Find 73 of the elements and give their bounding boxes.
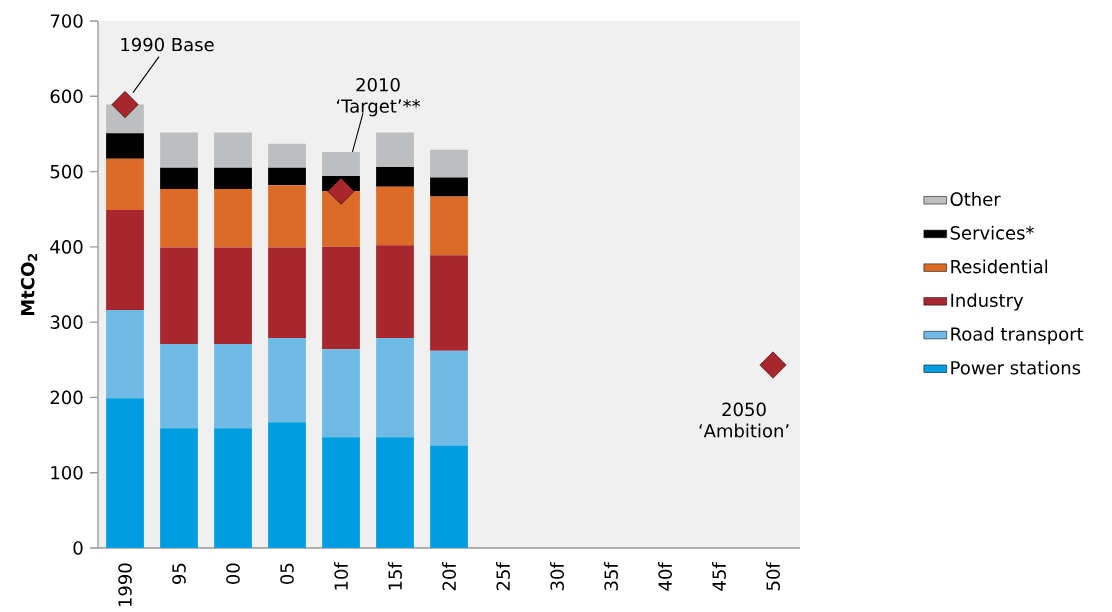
bar [322, 437, 360, 548]
annotation: 2050 ‘Ambition’ [699, 402, 789, 438]
bar [322, 152, 360, 177]
bar [160, 167, 198, 189]
bar [268, 422, 306, 548]
bar [268, 185, 306, 248]
bar [430, 149, 468, 178]
y-tick-label: 500 [50, 164, 83, 179]
y-axis-title: MtCO$_{2}$ [20, 254, 38, 316]
legend-label: Other [950, 192, 1001, 206]
x-tick-label: 05 [280, 563, 294, 584]
bar [106, 133, 144, 159]
bar [106, 310, 144, 399]
bar [322, 349, 360, 438]
bar [430, 177, 468, 197]
bar [214, 167, 252, 189]
x-tick-label: 45f [712, 561, 726, 591]
bar [268, 143, 306, 168]
bar [160, 247, 198, 344]
x-tick-label: 1990 [118, 563, 132, 607]
bar [322, 246, 360, 350]
y-tick-label: 300 [50, 315, 83, 329]
annotation: 2010 ‘Target’** [336, 77, 421, 117]
x-tick-label: 00 [226, 563, 240, 584]
bar [268, 337, 306, 423]
x-tick-label: 35f [604, 561, 618, 591]
bar [160, 188, 198, 248]
x-tick-label: 50f [766, 561, 780, 591]
bar [106, 209, 144, 311]
bar [322, 191, 360, 247]
bar [106, 158, 144, 210]
bar [430, 445, 468, 548]
point [759, 351, 787, 379]
x-tick-label: 95 [172, 563, 186, 585]
y-tick-label: 200 [50, 390, 83, 405]
x-tick-label: 20f [442, 561, 456, 591]
bar [214, 343, 252, 429]
bar [376, 245, 414, 338]
bar [268, 167, 306, 186]
x-tick-label: 30f [550, 561, 564, 591]
legend-label: Road transport [951, 326, 1084, 345]
legend-label: Residential [951, 259, 1048, 274]
y-tick-label: 0 [73, 541, 83, 555]
bar [214, 428, 252, 548]
x-tick-label: 15f [388, 561, 402, 590]
bar [214, 132, 252, 168]
legend-label: Power stations [951, 360, 1081, 375]
bar [268, 247, 306, 338]
bar [430, 196, 468, 256]
bar [376, 437, 414, 548]
y-tick-label: 400 [50, 240, 83, 254]
bar [376, 167, 414, 187]
y-tick-label: 700 [50, 14, 83, 28]
y-tick-label: 100 [51, 465, 83, 480]
bar [376, 132, 414, 168]
y-tick-label: 600 [50, 89, 83, 104]
bar [160, 428, 198, 548]
bar [430, 255, 468, 351]
bar [214, 247, 252, 344]
x-tick-label: 40f [658, 561, 672, 591]
bar [160, 132, 198, 168]
bar [106, 398, 144, 548]
x-tick-label: 10f [334, 561, 348, 590]
bar [430, 350, 468, 446]
bar [214, 188, 252, 248]
x-tick-label: 25f [496, 561, 510, 591]
legend-label: Industry [951, 293, 1024, 311]
legend-label: Services* [950, 225, 1034, 240]
bar [376, 337, 414, 438]
bar [160, 343, 198, 429]
annotation: 1990 Base [121, 37, 214, 52]
point [327, 177, 355, 205]
bar [376, 186, 414, 246]
